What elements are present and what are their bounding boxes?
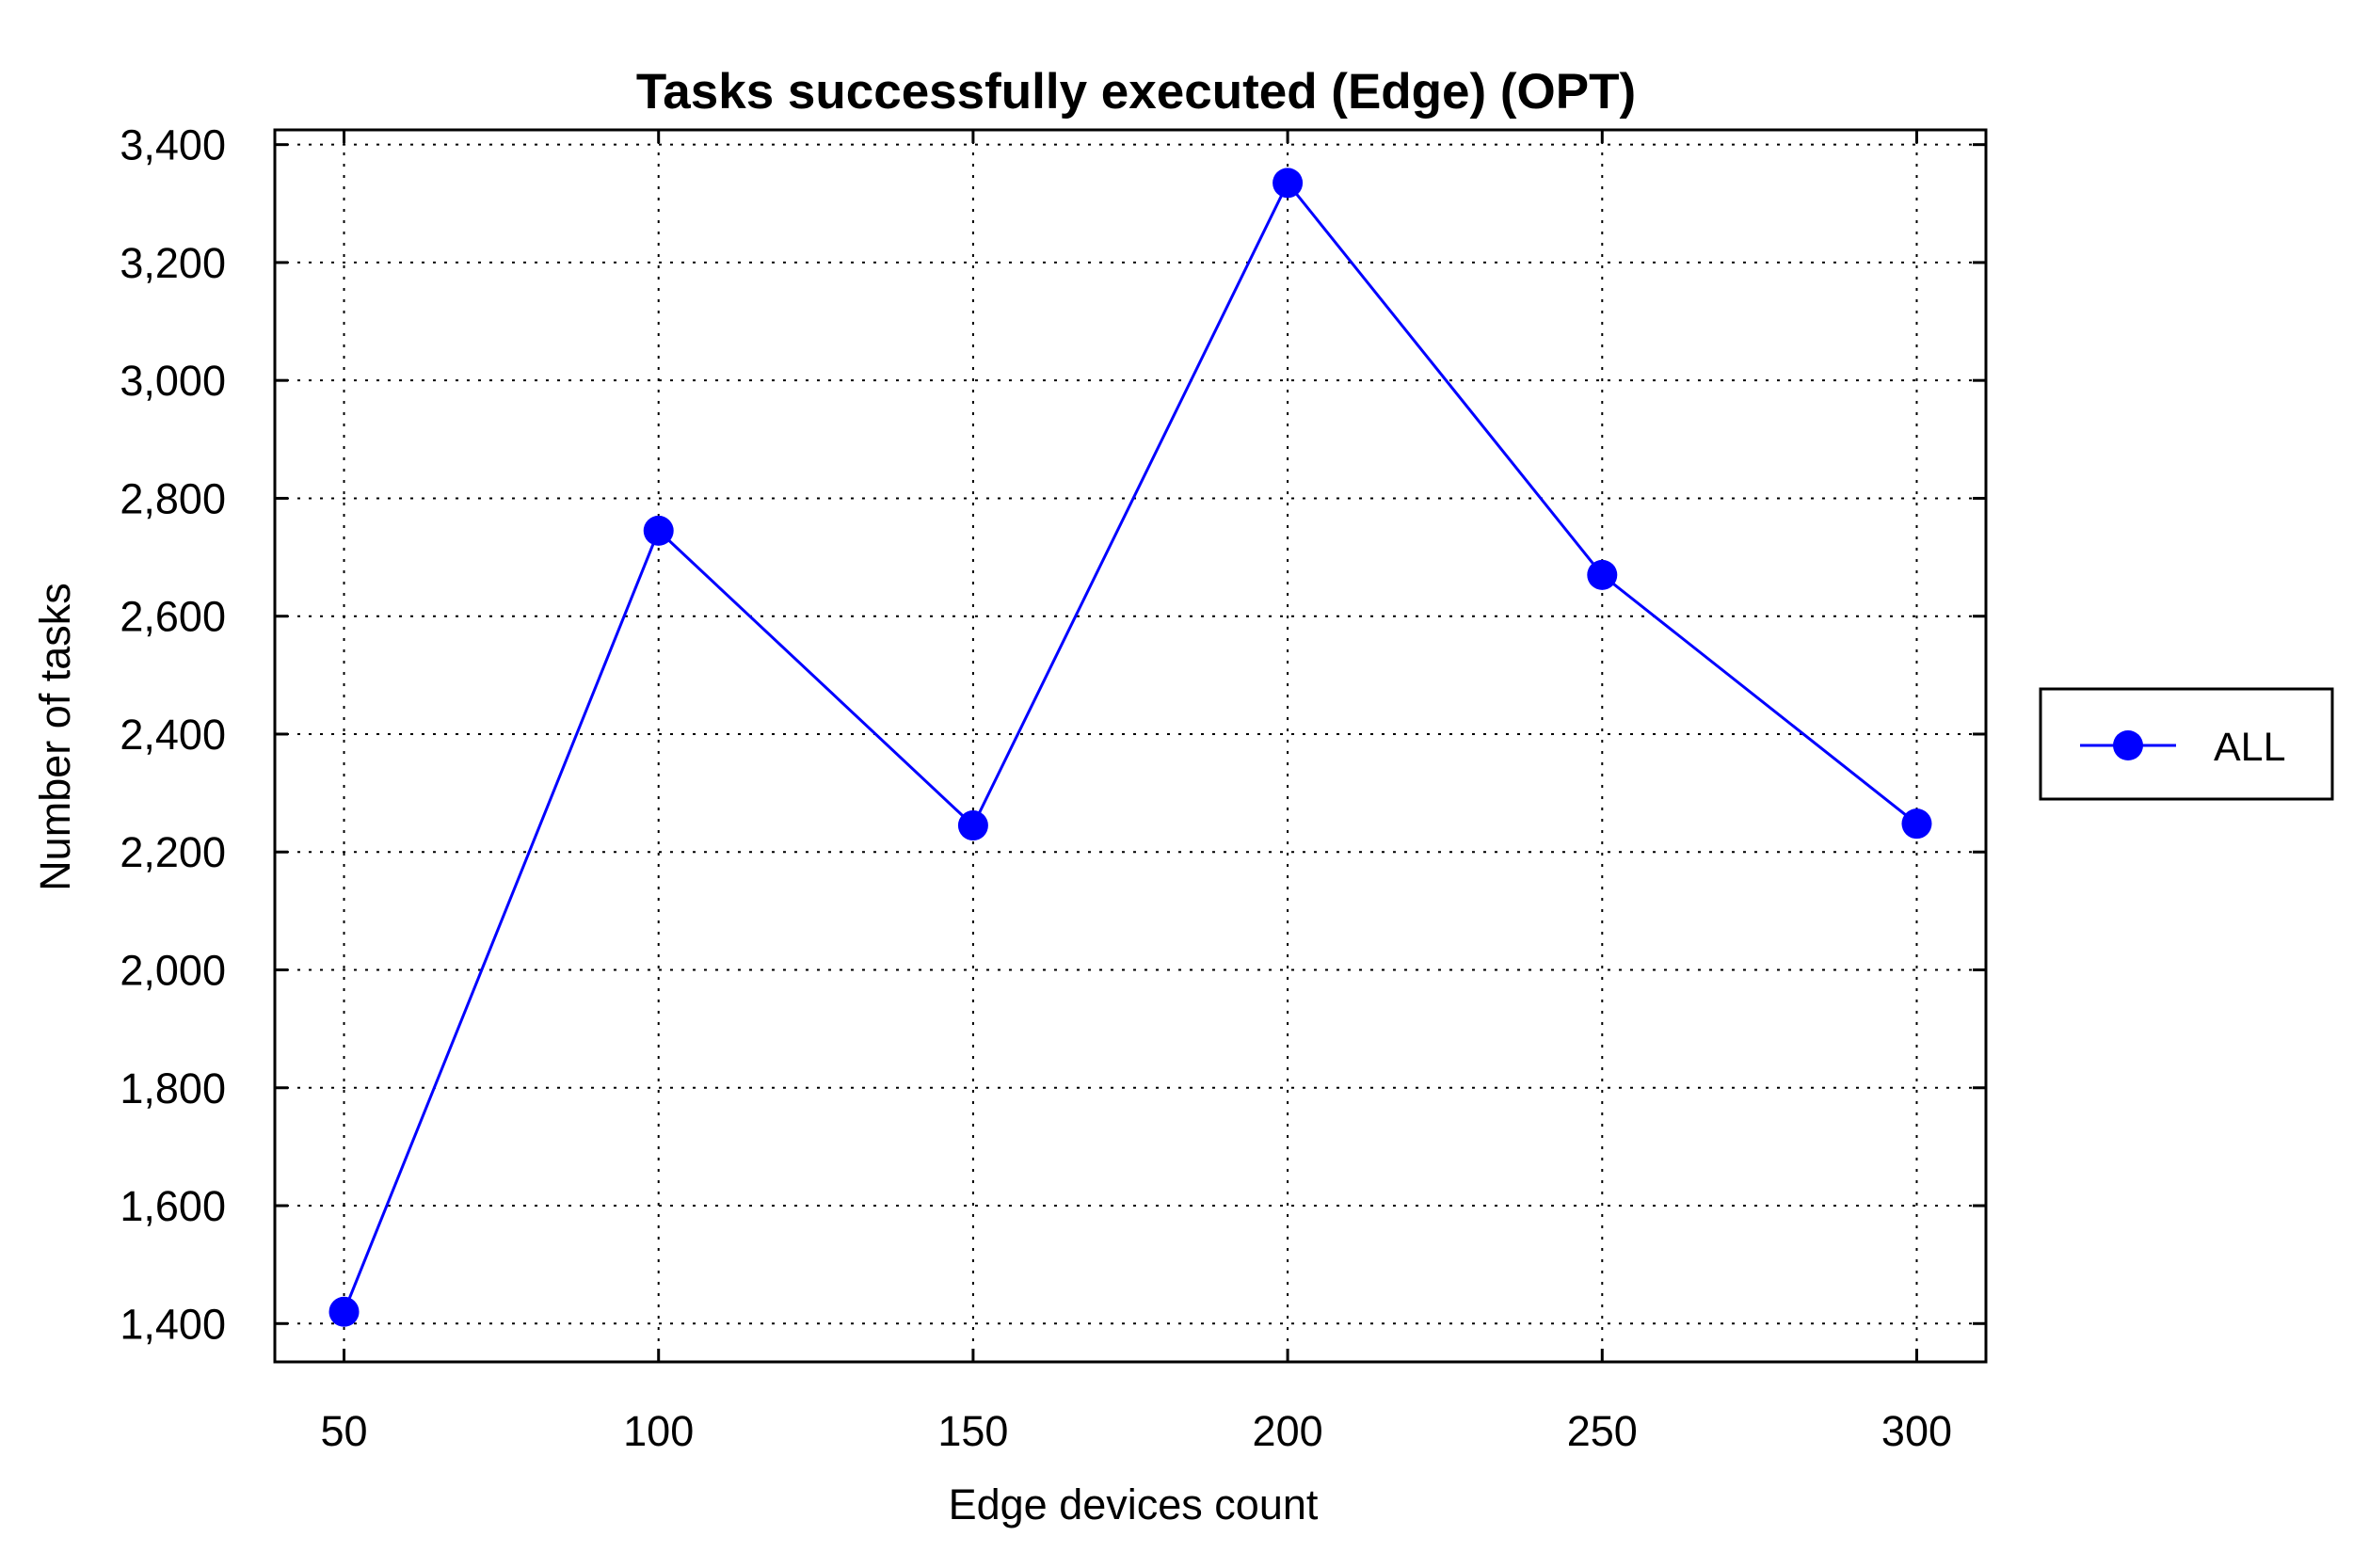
y-tick-label: 3,400 <box>120 121 226 169</box>
data-point <box>643 515 674 546</box>
x-tick-label: 300 <box>1881 1407 1952 1455</box>
plot-frame <box>273 128 1988 1364</box>
x-axis-label: Edge devices count <box>949 1480 1319 1528</box>
x-tick-label: 150 <box>937 1407 1008 1455</box>
grid-lines <box>275 130 1986 1362</box>
legend-marker <box>2113 730 2143 760</box>
tick-labels: 1,400 1,600 1,800 2,000 2,200 2,400 2,600 2,800… <box>120 121 1952 1455</box>
data-point <box>1587 559 1618 590</box>
series-layer <box>328 168 1932 1327</box>
x-tick-label: 200 <box>1253 1407 1323 1455</box>
data-point <box>957 810 988 841</box>
legend-label-all: ALL <box>2214 725 2286 770</box>
x-tick-label: 250 <box>1567 1407 1638 1455</box>
data-point <box>1901 808 1932 840</box>
y-axis-label: Number of tasks <box>31 583 79 891</box>
chart-title: Tasks successfully executed (Edge) (OPT) <box>636 64 1636 120</box>
y-tick-label: 2,800 <box>120 474 226 522</box>
data-point <box>1273 168 1304 199</box>
legend: ALL <box>2039 687 2334 801</box>
x-tick-label: 100 <box>623 1407 694 1455</box>
x-tick-label: 50 <box>320 1407 367 1455</box>
y-tick-label: 2,400 <box>120 711 226 759</box>
y-tick-label: 2,600 <box>120 593 226 641</box>
axis-ticks <box>275 130 1986 1362</box>
y-tick-label: 1,800 <box>120 1064 226 1112</box>
y-tick-label: 1,600 <box>120 1182 226 1230</box>
y-tick-label: 2,200 <box>120 828 226 876</box>
y-tick-label: 3,200 <box>120 239 226 287</box>
y-tick-label: 3,000 <box>120 357 226 405</box>
data-point <box>328 1296 360 1327</box>
series-line-all <box>343 180 1918 1313</box>
y-tick-label: 2,000 <box>120 947 226 995</box>
y-tick-label: 1,400 <box>120 1300 226 1348</box>
